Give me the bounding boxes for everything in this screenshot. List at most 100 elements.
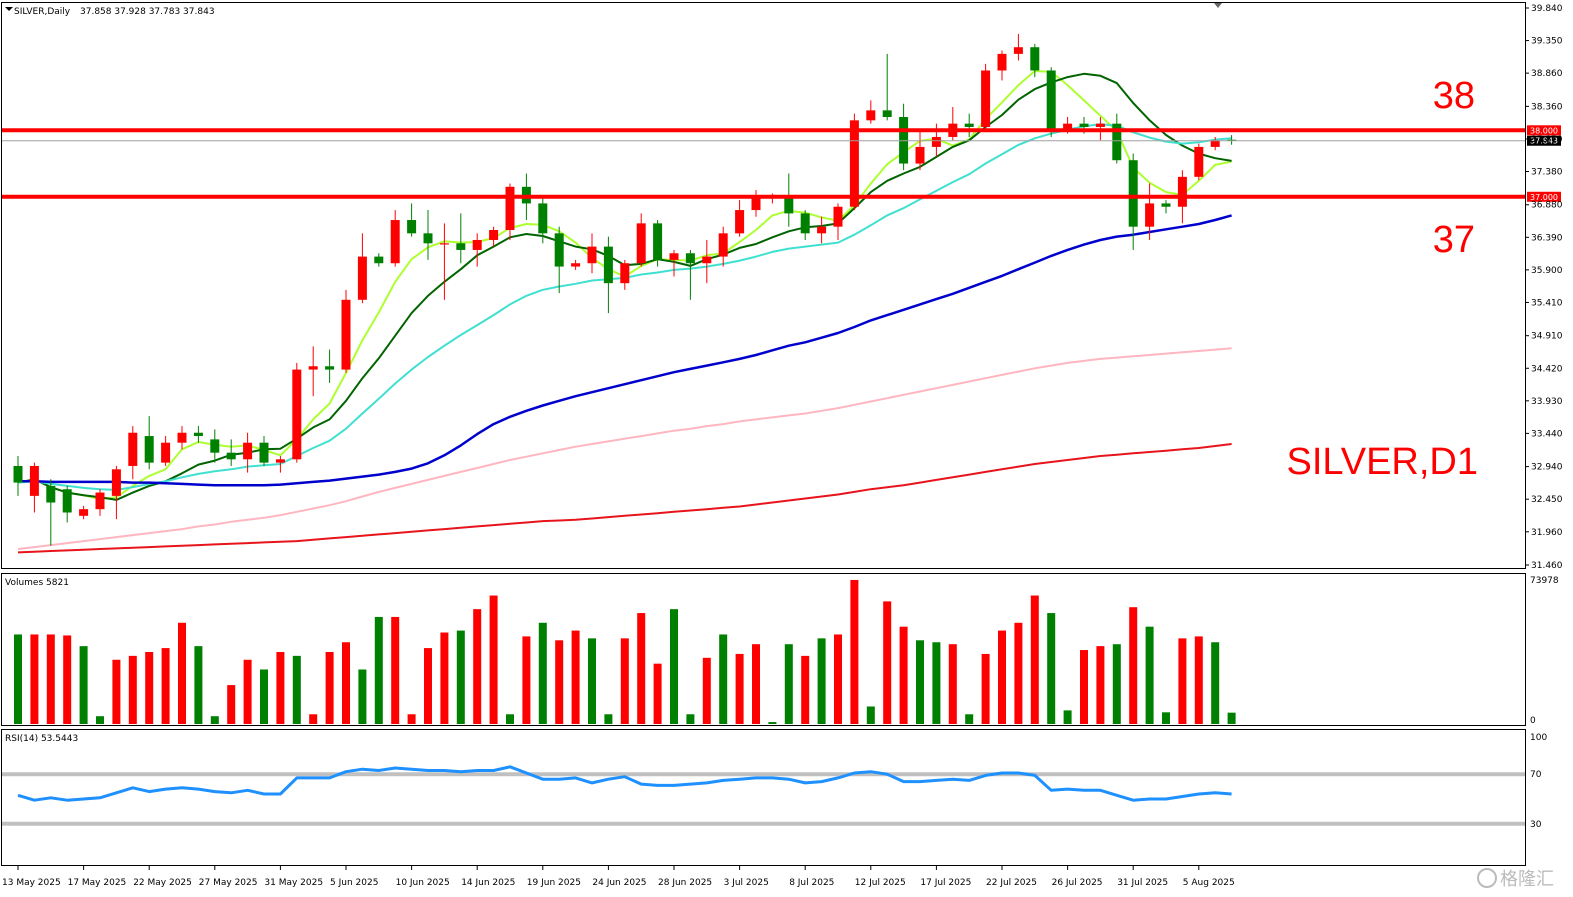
time-tick-label: 5 Jun 2025 <box>330 878 378 888</box>
volume-bar <box>374 616 383 724</box>
candle-body <box>620 263 630 284</box>
level-38-annotation: 38 <box>1433 75 1475 117</box>
current-price-tag-label: 37.843 <box>1530 137 1558 146</box>
candle-body <box>325 366 335 370</box>
time-tick-label: 17 Jul 2025 <box>920 878 971 888</box>
volume-bar <box>424 648 432 724</box>
candle <box>95 489 105 516</box>
candle <box>390 210 400 267</box>
candle <box>456 213 466 264</box>
candle <box>997 50 1007 81</box>
candle-body <box>538 203 548 234</box>
candle <box>571 259 581 270</box>
candle-body <box>817 226 827 234</box>
candle-body <box>29 465 39 496</box>
volume-bar <box>653 663 662 724</box>
candle-body <box>1161 203 1171 207</box>
candle <box>357 233 367 304</box>
candle <box>275 455 285 473</box>
volume-bar <box>96 716 104 724</box>
volume-bar <box>243 659 252 724</box>
candle-body <box>636 223 646 264</box>
volume-bar <box>489 595 498 724</box>
candle-body <box>1194 146 1204 177</box>
rsi-max-tick: 100 <box>1530 733 1547 743</box>
time-tick-label: 14 Jun 2025 <box>461 878 515 888</box>
candle <box>1194 143 1204 181</box>
price-tick-label: 32.940 <box>1531 463 1563 473</box>
candle <box>620 259 630 290</box>
candle-body <box>587 246 597 264</box>
time-tick-label: 17 May 2025 <box>68 878 127 888</box>
price-tick-label: 36.390 <box>1531 233 1563 243</box>
watermark: 格隆汇 <box>1477 868 1554 890</box>
candle <box>653 220 663 267</box>
price-tick-label: 36.880 <box>1531 201 1563 211</box>
volume-bar <box>407 714 416 724</box>
volume-bar <box>227 685 236 724</box>
time-tick-label: 22 May 2025 <box>133 878 192 888</box>
price-tick-label: 31.460 <box>1531 561 1563 571</box>
volume-bar <box>128 655 137 724</box>
price-tick-label: 34.910 <box>1531 332 1563 342</box>
candle <box>243 432 253 473</box>
volume-bar <box>325 651 334 724</box>
ohlc-label: 37.858 37.928 37.783 37.843 <box>80 7 215 17</box>
volume-bar <box>1211 642 1220 724</box>
candle <box>13 455 23 496</box>
chart-shift-marker-icon[interactable] <box>1214 3 1222 8</box>
candle-body <box>439 243 449 245</box>
time-tick-label: 26 Jul 2025 <box>1052 878 1103 888</box>
time-tick-label: 31 May 2025 <box>264 878 323 888</box>
candle <box>702 239 712 284</box>
candle <box>1161 200 1171 214</box>
volume-bar <box>178 622 186 724</box>
candle-body <box>128 432 138 466</box>
volume-bar <box>866 706 875 724</box>
candle-body <box>308 366 318 370</box>
candle-body <box>243 442 253 460</box>
volume-bar <box>735 653 744 724</box>
candle-body <box>390 220 400 264</box>
candle-body <box>1013 47 1023 54</box>
time-tick-label: 3 Jul 2025 <box>724 878 769 888</box>
time-tick-label: 13 May 2025 <box>2 878 61 888</box>
candle-body <box>341 299 351 370</box>
time-tick-label: 31 Jul 2025 <box>1117 878 1168 888</box>
price-tick-label: 35.900 <box>1531 266 1563 276</box>
candle-body <box>718 233 728 257</box>
candle-body <box>882 110 892 118</box>
volume-bar <box>309 714 318 724</box>
candle-body <box>111 469 121 496</box>
volume-bar <box>46 634 55 724</box>
volume-bar <box>79 646 88 724</box>
candle-body <box>571 263 581 267</box>
candle-body <box>456 243 466 250</box>
price-tick-label: 33.440 <box>1531 429 1563 439</box>
volume-bar <box>719 634 728 724</box>
candle <box>226 439 236 466</box>
volume-bar <box>1145 626 1154 724</box>
candle <box>1046 67 1056 137</box>
candle <box>538 196 548 244</box>
candle <box>554 226 564 294</box>
candle-body <box>13 465 23 483</box>
candle <box>603 236 613 314</box>
volume-bar <box>752 644 760 724</box>
candle-body <box>259 442 269 463</box>
candle <box>915 130 925 171</box>
time-tick-label: 19 Jun 2025 <box>527 878 581 888</box>
candle <box>1112 113 1122 164</box>
candle-body <box>669 253 679 260</box>
candle <box>882 53 892 121</box>
candle <box>193 426 203 443</box>
volume-bar <box>1014 622 1023 724</box>
candle-body <box>161 442 171 463</box>
candle <box>341 289 351 373</box>
rsi-level-label: 30 <box>1530 820 1542 830</box>
candle-body <box>357 256 367 300</box>
candle-body <box>489 230 499 240</box>
candle <box>292 362 302 463</box>
expand-arrow-icon[interactable] <box>5 7 13 11</box>
